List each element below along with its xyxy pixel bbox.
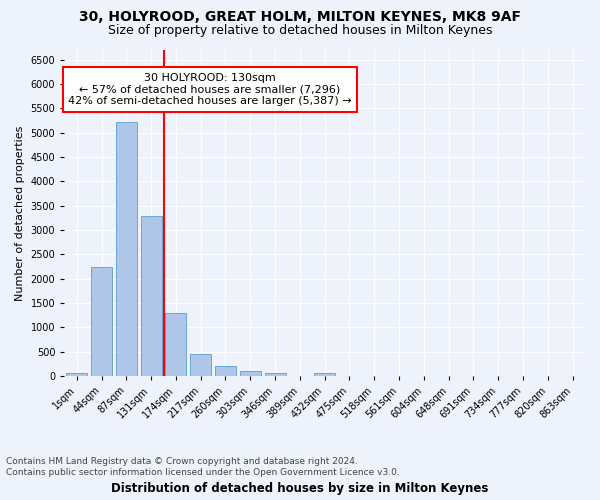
Text: Distribution of detached houses by size in Milton Keynes: Distribution of detached houses by size … (112, 482, 488, 495)
Text: 30, HOLYROOD, GREAT HOLM, MILTON KEYNES, MK8 9AF: 30, HOLYROOD, GREAT HOLM, MILTON KEYNES,… (79, 10, 521, 24)
Bar (215, 366, 236, 376)
Text: Size of property relative to detached houses in Milton Keynes: Size of property relative to detached ho… (108, 24, 492, 37)
Bar (66, 372, 87, 376)
Y-axis label: Number of detached properties: Number of detached properties (15, 126, 25, 300)
Bar (240, 371, 261, 376)
Bar (116, 122, 137, 376)
Bar (190, 354, 211, 376)
Bar (166, 313, 187, 376)
Bar (265, 373, 286, 376)
Bar (314, 373, 335, 376)
Bar (140, 216, 161, 376)
Text: 30 HOLYROOD: 130sqm
← 57% of detached houses are smaller (7,296)
42% of semi-det: 30 HOLYROOD: 130sqm ← 57% of detached ho… (68, 73, 352, 106)
Text: Contains HM Land Registry data © Crown copyright and database right 2024.
Contai: Contains HM Land Registry data © Crown c… (6, 458, 400, 477)
Bar (91, 266, 112, 376)
